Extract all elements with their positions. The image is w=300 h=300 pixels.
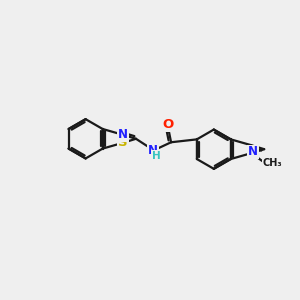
Text: CH₃: CH₃ (262, 158, 282, 168)
Text: O: O (162, 118, 173, 131)
Text: N: N (118, 128, 128, 141)
Text: N: N (148, 144, 158, 157)
Text: H: H (152, 151, 161, 161)
Text: S: S (118, 136, 128, 149)
Text: N: N (248, 146, 258, 158)
